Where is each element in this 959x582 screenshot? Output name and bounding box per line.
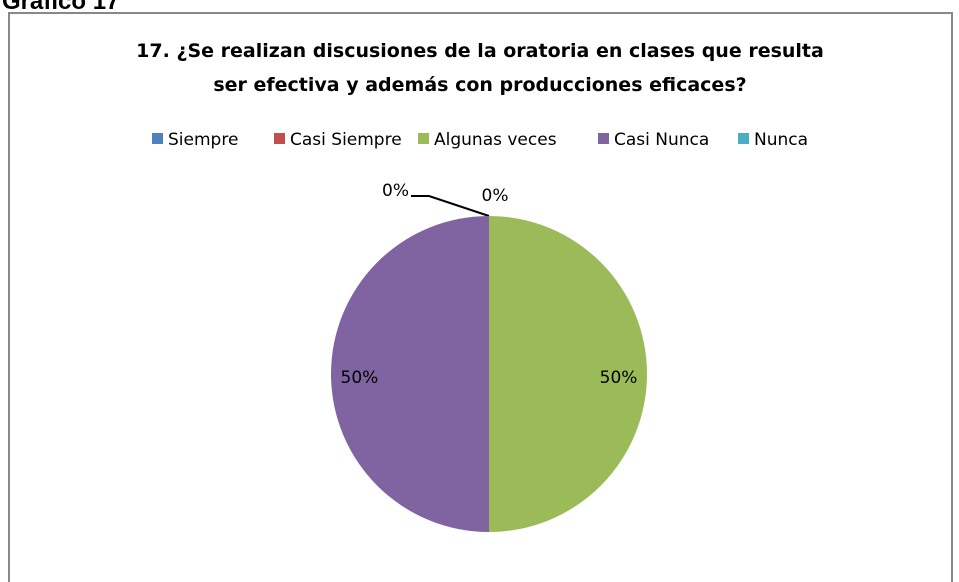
legend-label: Nunca <box>754 130 808 150</box>
legend-swatch <box>152 133 163 144</box>
pie-slice <box>331 216 489 532</box>
legend-swatch <box>274 133 285 144</box>
chart-title: 17. ¿Se realizan discusiones de la orato… <box>136 40 824 96</box>
data-label: 50% <box>341 368 379 388</box>
legend-swatch <box>738 133 749 144</box>
data-label: 50% <box>600 368 638 388</box>
data-label: 0% <box>482 186 509 206</box>
legend-label: Algunas veces <box>434 130 557 150</box>
pie-slice <box>489 216 647 532</box>
legend-label: Casi Siempre <box>290 130 402 150</box>
legend-swatch <box>418 133 429 144</box>
leader-line <box>411 195 490 217</box>
legend-swatch <box>598 133 609 144</box>
heading: Gráfico 17 <box>2 0 120 15</box>
chart-frame <box>8 12 953 582</box>
legend-label: Siempre <box>168 130 238 150</box>
data-label: 0% <box>382 181 409 201</box>
legend-label: Casi Nunca <box>614 130 709 150</box>
